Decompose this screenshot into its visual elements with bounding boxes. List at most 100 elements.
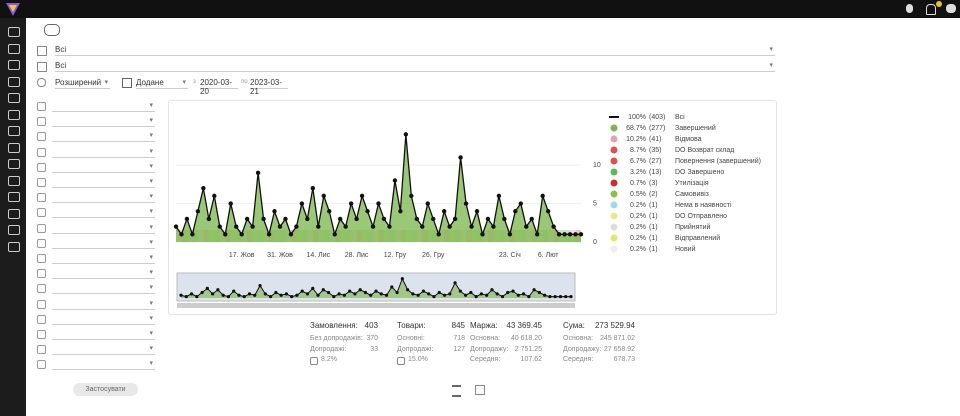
point	[382, 217, 386, 221]
navigator-point	[475, 295, 478, 298]
nav-icon[interactable]	[8, 209, 20, 219]
nav-icon[interactable]	[8, 126, 20, 136]
filter-select[interactable]	[52, 344, 155, 355]
navigator-point	[322, 288, 325, 291]
filter-icon	[37, 148, 46, 157]
nav-icon[interactable]	[8, 176, 20, 186]
point	[497, 194, 501, 198]
date-from[interactable]: 2020-03-20	[200, 78, 238, 89]
settings-icon[interactable]	[946, 4, 956, 13]
navigator-point	[190, 292, 193, 295]
legend-count: (13)	[649, 169, 661, 176]
filter-icon	[37, 315, 46, 324]
filter-icon	[37, 163, 46, 172]
date-to[interactable]: 2023-03-21	[250, 78, 288, 89]
navigator-point	[232, 290, 235, 293]
bag-icon	[397, 357, 405, 365]
date-type-select[interactable]: Додане	[136, 78, 188, 89]
filter-select[interactable]	[52, 314, 155, 325]
navigator-point	[506, 291, 509, 294]
legend-count: (1)	[649, 235, 658, 242]
point	[179, 232, 183, 236]
filter-icon	[37, 360, 46, 369]
filter-select[interactable]	[52, 162, 155, 173]
filter-select[interactable]	[52, 329, 155, 340]
filter-select[interactable]	[52, 299, 155, 310]
nav-icon[interactable]	[8, 93, 20, 103]
filter-select[interactable]	[52, 253, 155, 264]
video-icon[interactable]	[44, 24, 60, 36]
summary-row-value: 27 658.92	[563, 346, 635, 353]
nav-icon[interactable]	[8, 159, 20, 169]
navigator-point	[295, 294, 298, 297]
point	[579, 232, 583, 236]
select-value: Розширений	[55, 78, 101, 87]
summary-value: 403	[310, 321, 378, 330]
filter-select[interactable]	[52, 359, 155, 370]
filter-select[interactable]	[52, 223, 155, 234]
nav-icon[interactable]	[8, 77, 20, 87]
filter-select[interactable]	[52, 177, 155, 188]
point	[453, 217, 457, 221]
side-nav	[0, 18, 26, 416]
list-view-icon[interactable]	[452, 385, 461, 397]
point	[404, 132, 408, 136]
navigator-point	[258, 284, 261, 287]
filter-select[interactable]	[52, 131, 155, 142]
nav-icon[interactable]	[8, 27, 20, 37]
point	[491, 224, 495, 228]
nav-icon[interactable]	[8, 242, 20, 252]
legend-count: (403)	[649, 114, 665, 121]
filter-select[interactable]	[52, 192, 155, 203]
nav-icon[interactable]	[8, 143, 20, 153]
legend-name: DO Отправлено	[675, 213, 727, 220]
point	[546, 209, 550, 213]
filter-icon	[37, 300, 46, 309]
navigator-point	[559, 295, 562, 298]
point	[311, 186, 315, 190]
navigator-point	[427, 292, 430, 295]
filter-select[interactable]	[52, 147, 155, 158]
select[interactable]: Всі	[55, 61, 775, 72]
navigator-point	[200, 291, 203, 294]
point	[229, 201, 233, 205]
filter-select[interactable]	[52, 207, 155, 218]
box-view-icon[interactable]	[475, 385, 485, 395]
badge	[936, 1, 942, 7]
legend-name: Прийнятий	[675, 223, 711, 231]
apply-button[interactable]: Застосувати	[73, 383, 138, 396]
legend-percent: 6.7%	[630, 158, 646, 165]
filter-select[interactable]	[52, 283, 155, 294]
navigator-point	[459, 290, 462, 293]
x-tick-label: 14. Лис	[306, 252, 330, 259]
filter-icon	[37, 178, 46, 187]
point	[540, 194, 544, 198]
nav-icon[interactable]	[8, 60, 20, 70]
user-icon[interactable]	[906, 4, 913, 13]
select-value: Всі	[55, 45, 66, 54]
nav-icon[interactable]	[8, 225, 20, 235]
filter-select[interactable]	[52, 116, 155, 127]
legend-count: (3)	[649, 180, 658, 187]
point	[354, 217, 358, 221]
navigator-point	[285, 292, 288, 295]
filter-select[interactable]	[52, 101, 155, 112]
nav-icon[interactable]	[8, 192, 20, 202]
select[interactable]: Всі	[55, 45, 775, 56]
navigator-point	[564, 295, 567, 298]
summary-row-value: 718	[397, 335, 465, 342]
legend-swatch	[611, 213, 618, 220]
nav-icon[interactable]	[8, 110, 20, 120]
filter-icon	[37, 284, 46, 293]
top-bar	[0, 0, 960, 18]
filter-select[interactable]	[52, 238, 155, 249]
filter-select[interactable]	[52, 268, 155, 279]
point	[245, 217, 249, 221]
mode-select[interactable]: Розширений	[55, 78, 110, 89]
search-icon	[37, 78, 46, 87]
nav-icon[interactable]	[8, 44, 20, 54]
notification-icon[interactable]	[926, 4, 936, 15]
navigator-point	[501, 295, 504, 298]
point	[327, 209, 331, 213]
